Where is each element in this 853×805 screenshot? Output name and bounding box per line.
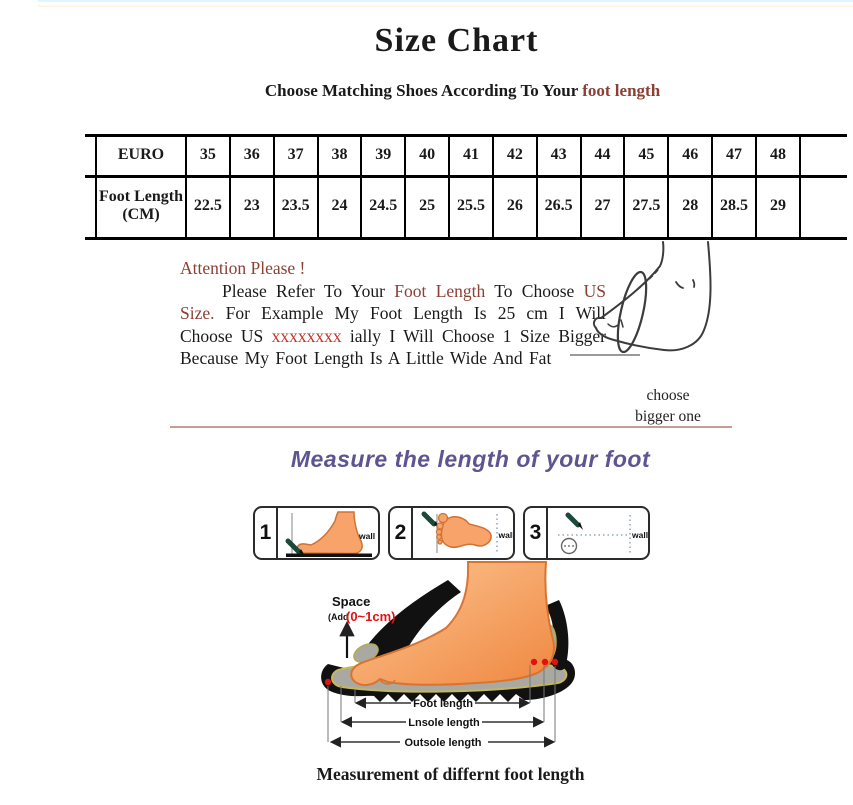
- heel-counter-shape: [545, 600, 569, 671]
- attention-seg: Please Refer To Your: [222, 281, 395, 301]
- attention-us-size: US Size.: [180, 281, 606, 324]
- attention-foot-length: Foot Length: [394, 281, 486, 301]
- foot-length-cell: 28: [667, 175, 714, 237]
- section-divider: [170, 426, 732, 428]
- leader-line: [570, 354, 640, 356]
- space-add-value: (0~1cm): [346, 609, 396, 624]
- euro-size-cell: 41: [448, 134, 494, 175]
- foot-length-cell: 28.5: [711, 175, 757, 237]
- foot-shape: [350, 561, 555, 687]
- measure-dot: [324, 678, 332, 686]
- space-label: Space: [332, 594, 370, 609]
- measure-dot: [530, 658, 538, 666]
- step-panel-3: 3 wall: [523, 506, 650, 560]
- wall-label: wall: [631, 530, 648, 540]
- pencil-icon: [285, 538, 302, 555]
- foot-length-cell: 24.5: [360, 175, 407, 237]
- table-row-foot-length: Foot Length (CM) 22.5 23 23.5 24 24.5 25…: [95, 175, 802, 237]
- step-panel-2: 2 wall: [388, 506, 515, 560]
- measure-section-heading: Measure the length of your foot: [290, 446, 651, 472]
- euro-size-cell: 36: [228, 134, 275, 175]
- foot-length-cell: 26: [491, 175, 538, 237]
- floor-line: [286, 553, 372, 557]
- attention-redacted-text: xxxxxxxx: [271, 325, 342, 346]
- foot-sketch-icon: [592, 241, 712, 354]
- foot-measurement-diagram: Space (Add (0~1cm) Foot length Lnsole le…: [321, 561, 576, 749]
- pencil-icon: [565, 512, 581, 528]
- foot-length-cell: 26.5: [535, 175, 582, 237]
- step-3-drawing: wall: [558, 512, 648, 555]
- foot-length-cell: 25: [404, 175, 451, 237]
- insole-length-label: Lnsole length: [408, 717, 480, 729]
- top-artifact-strip: [38, 0, 853, 13]
- step-panel-1: 1 wall: [253, 506, 380, 560]
- foot-length-cell: 22.5: [185, 175, 231, 237]
- step-2-illustration: wall: [413, 508, 513, 558]
- row-header-foot-length: Foot Length (CM): [95, 175, 187, 237]
- instep-band-shape: [358, 580, 461, 664]
- pencil-icon: [421, 511, 437, 527]
- size-table: EURO 35 36 37 38 39 40 41 42 43 44 45 46…: [95, 134, 802, 237]
- step-2-drawing: wall: [421, 511, 514, 554]
- foot-length-cell: 23: [228, 175, 275, 237]
- space-add-prefix: (Add: [328, 612, 349, 622]
- wall-label: wall: [358, 531, 375, 541]
- euro-size-cell: 35: [185, 134, 231, 175]
- foot-length-label: Foot length: [413, 698, 473, 710]
- sketch-caption-line2: bigger one: [635, 407, 701, 425]
- euro-size-cell: 45: [623, 134, 670, 175]
- euro-size-cell: 40: [404, 134, 451, 175]
- attention-heading: Attention Please !: [180, 258, 306, 278]
- euro-size-cell: 47: [711, 134, 757, 175]
- measure-dot: [541, 658, 549, 666]
- foot-length-cell: 27: [579, 175, 626, 237]
- step-number: 1: [255, 508, 278, 558]
- euro-size-cell: 37: [272, 134, 319, 175]
- subtitle: Choose Matching Shoes According To Your …: [36, 81, 853, 101]
- foot-sole-shape: [440, 516, 492, 549]
- attention-seg: For Example My Foot Length Is 25 cm I Wi…: [180, 303, 606, 346]
- row-header-euro: EURO: [95, 134, 187, 175]
- euro-size-cell: 43: [535, 134, 582, 175]
- subtitle-text: Choose Matching Shoes According To Your: [264, 81, 583, 100]
- outsole-length-label: Outsole length: [405, 737, 482, 749]
- page-title: Size Chart: [374, 22, 539, 59]
- wall-label: wall: [498, 530, 514, 540]
- step-1-illustration: wall: [278, 508, 378, 558]
- euro-size-cell: 38: [316, 134, 363, 175]
- measuring-steps: 1 wall 2: [253, 506, 650, 560]
- attention-seg: To Choose: [485, 281, 584, 301]
- footer-caption: Measurement of differnt foot length: [316, 764, 585, 784]
- table-row-euro: EURO 35 36 37 38 39 40 41 42 43 44 45 46…: [95, 134, 802, 175]
- step-number: 2: [390, 508, 413, 558]
- foot-length-cell: 27.5: [623, 175, 670, 237]
- attention-seg: ially I Will Choose 1 Size Bigger Becaus…: [180, 325, 606, 369]
- measure-dot: [551, 658, 559, 666]
- step-1-drawing: wall: [285, 511, 375, 557]
- foot-length-cell: 24: [316, 175, 363, 237]
- foot-length-cell: 23.5: [272, 175, 319, 237]
- foot-length-cell: 25.5: [448, 175, 494, 237]
- sketch-caption: choose bigger one: [598, 386, 738, 428]
- euro-size-cell: 44: [579, 134, 626, 175]
- euro-size-cell: 46: [667, 134, 714, 175]
- step-3-illustration: wall: [548, 508, 648, 558]
- attention-paragraph: Please Refer To Your Foot Length To Choo…: [180, 280, 606, 370]
- euro-size-cell: 42: [491, 134, 538, 175]
- euro-size-cell: 48: [754, 134, 802, 175]
- subtitle-highlight: foot length: [582, 81, 661, 100]
- sketch-caption-line1: choose: [646, 387, 690, 404]
- foot-length-cell: 29: [754, 175, 802, 237]
- table-rule-bottom: [85, 237, 847, 240]
- side-foot-shape: [296, 511, 363, 555]
- euro-size-cell: 39: [360, 134, 407, 175]
- step-number: 3: [525, 508, 548, 558]
